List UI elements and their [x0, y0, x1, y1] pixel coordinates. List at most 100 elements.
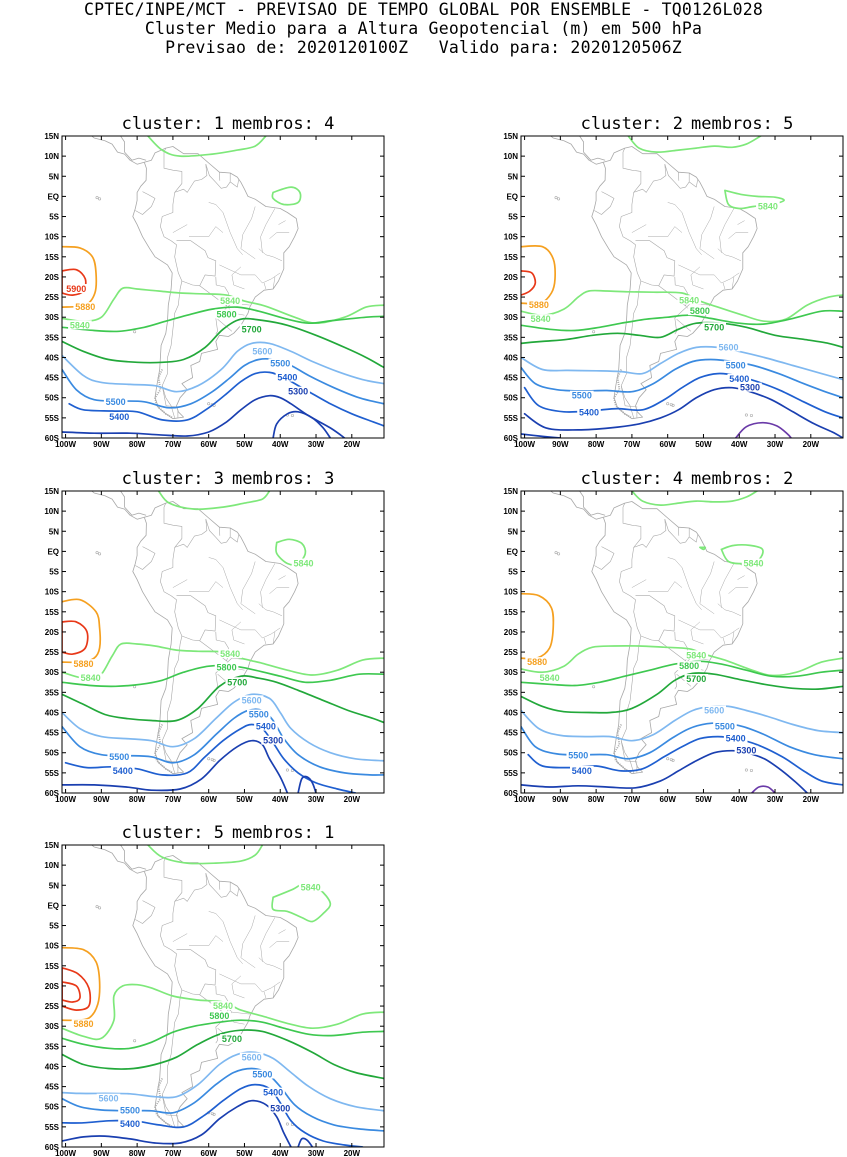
lat-tick-label: 40S [504, 353, 519, 362]
contour-label-5500: 5500 [726, 361, 746, 371]
contour-line-5840 [62, 642, 384, 680]
contour-label-5600: 5600 [704, 705, 724, 715]
lat-tick-label: 25S [504, 293, 519, 302]
panel-cluster-2: cluster: 2 membros: 5 5880 5840 5840 5840 5800… [477, 114, 847, 449]
cluster-label: cluster: 1 [121, 114, 224, 134]
contour-line-5300 [297, 1137, 314, 1147]
contour-label-5840: 5840 [758, 201, 778, 211]
contour-label-5840: 5840 [301, 882, 321, 892]
lat-tick-label: 45S [45, 729, 60, 738]
axes: 15N10N5NEQ5S10S15S20S25S30S35S40S45S50S5… [44, 487, 384, 804]
contour-line-5840 [521, 289, 843, 323]
lat-tick-label: 60S [504, 434, 519, 443]
panel-title: cluster: 5 membros: 1 [18, 823, 438, 843]
contour-line-5400 [68, 371, 384, 427]
contour-label-5300: 5300 [270, 1104, 290, 1114]
header-line-3: Previsao de: 2020120100Z Valido para: 20… [165, 38, 682, 57]
lon-tick-label: 70W [165, 440, 182, 449]
lon-tick-label: 50W [236, 440, 253, 449]
lat-tick-label: EQ [47, 192, 59, 201]
lon-tick-label: 20W [344, 440, 361, 449]
lon-tick-label: 30W [767, 795, 784, 804]
contour-label-5880: 5880 [75, 302, 95, 312]
contour-line-5600 [521, 705, 843, 742]
lat-tick-label: 35S [504, 688, 519, 697]
lon-tick-label: 30W [308, 440, 325, 449]
lat-tick-label: EQ [506, 547, 518, 556]
lat-tick-label: 15N [503, 132, 518, 141]
lon-tick-label: 50W [695, 795, 712, 804]
contour-label-5500: 5500 [568, 751, 588, 761]
contour-label-5700: 5700 [686, 674, 706, 684]
lon-tick-label: 40W [272, 440, 289, 449]
lon-tick-label: 100W [55, 1149, 76, 1157]
header-line-1: CPTEC/INPE/MCT - PREVISAO DE TEMPO GLOBA… [84, 0, 763, 19]
contour-label-5880: 5880 [73, 1019, 93, 1029]
lon-tick-label: 40W [731, 795, 748, 804]
lat-tick-label: EQ [506, 192, 518, 201]
lon-tick-label: 60W [200, 440, 217, 449]
contour-label-5300: 5300 [288, 387, 308, 397]
contour-line-5700 [62, 1029, 384, 1080]
lon-tick-label: 70W [624, 440, 641, 449]
contour-map: 5880584058405840580057005600550055005400… [503, 487, 844, 804]
lat-tick-label: 20S [504, 628, 519, 637]
contour-label-5800: 5800 [690, 306, 710, 316]
lon-tick-label: 60W [659, 795, 676, 804]
contour-label-5300: 5300 [263, 736, 283, 746]
lat-tick-label: 10N [44, 507, 59, 516]
contour-line-5840 [720, 544, 764, 565]
lon-tick-label: 70W [624, 795, 641, 804]
map-frame [520, 135, 844, 439]
lon-tick-label: 20W [344, 795, 361, 804]
lon-tick-label: 90W [552, 795, 569, 804]
contour-line-5840 [271, 186, 302, 206]
lon-tick-label: 90W [552, 440, 569, 449]
lat-tick-label: 25S [45, 648, 60, 657]
contour-label-5500: 5500 [120, 1105, 140, 1115]
panel-cluster-5: cluster: 5 membros: 1 5880 5840 5840 5800 5700… [18, 823, 438, 1157]
lon-tick-label: 40W [272, 795, 289, 804]
contour-label-5400: 5400 [113, 766, 133, 776]
lat-tick-label: 20S [504, 273, 519, 282]
contour-label-5400: 5400 [579, 408, 599, 418]
lat-tick-label: 15S [504, 253, 519, 262]
panel-title: cluster: 3 membros: 3 [18, 469, 438, 489]
contour-line-5840 [147, 845, 264, 865]
contour-line-5200 [750, 785, 776, 793]
lon-tick-label: 80W [129, 440, 146, 449]
contour-line-5700 [521, 321, 843, 349]
lat-tick-label: 40S [504, 708, 519, 717]
lat-tick-label: 55S [504, 414, 519, 423]
panel-cluster-1: cluster: 1 membros: 4 5900 5880 5840 5840 5800… [18, 114, 438, 449]
lat-tick-label: 30S [45, 313, 60, 322]
lon-tick-label: 50W [236, 1149, 253, 1157]
lat-tick-label: 60S [45, 1143, 60, 1152]
lat-tick-label: 50S [45, 749, 60, 758]
contour-line-5600 [62, 693, 384, 762]
contour-label-5600: 5600 [718, 342, 738, 352]
lon-tick-label: 20W [803, 440, 820, 449]
contour-label-5800: 5800 [217, 309, 237, 319]
lat-tick-label: 5S [508, 568, 518, 577]
lat-tick-label: 15N [44, 132, 59, 141]
contour-label-5500: 5500 [270, 359, 290, 369]
lon-tick-label: 20W [344, 1149, 361, 1157]
panel-cluster-3: cluster: 3 membros: 3 5880 5840 5840 5840 5800… [18, 469, 438, 804]
contour-line-5900 [521, 270, 537, 296]
contour-line-5300 [272, 410, 332, 438]
lat-tick-label: 40S [45, 708, 60, 717]
contour-label-5700: 5700 [222, 1034, 242, 1044]
members-label: membros: 5 [691, 114, 794, 134]
lon-tick-label: 100W [55, 795, 76, 804]
lon-tick-label: 80W [588, 795, 605, 804]
contour-line-5840 [627, 136, 762, 153]
cluster-label: cluster: 3 [121, 469, 224, 489]
lat-tick-label: 10N [503, 152, 518, 161]
lat-tick-label: 10S [45, 942, 60, 951]
lat-tick-label: 30S [45, 1022, 60, 1031]
contour-label-5900: 5900 [66, 284, 86, 294]
contour-map: 5900 5880 5840 5840 5800 5700 5600 5500 5500 5400… [44, 132, 385, 449]
lat-tick-label: 25S [45, 1002, 60, 1011]
contour-label-5300: 5300 [740, 383, 760, 393]
